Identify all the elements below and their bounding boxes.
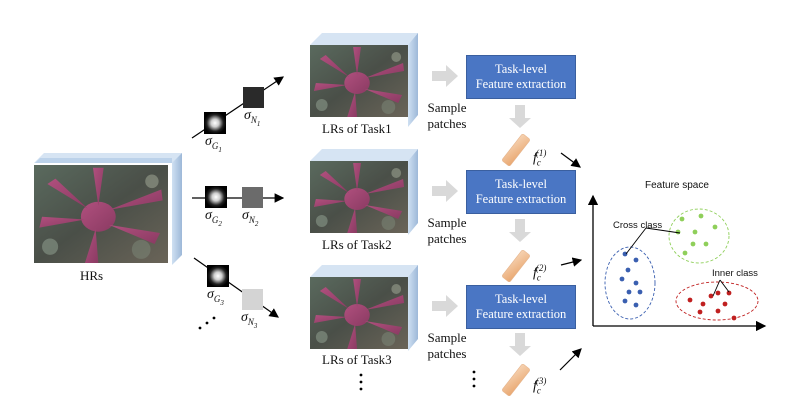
blue-point (633, 257, 639, 263)
green-point (690, 241, 696, 247)
lr-label-3: LRs of Task3 (322, 352, 392, 367)
noise-level-label-1: σN1 (244, 108, 261, 128)
noise-level-icon (242, 187, 263, 208)
task-feature-extractor-3: Task-level Feature extraction (466, 285, 576, 329)
blur-kernel-label-2: σG2 (205, 208, 222, 228)
lr-label-2: LRs of Task2 (322, 237, 392, 252)
red-point (687, 297, 693, 303)
sample-patches-2: Sample patches (427, 215, 467, 246)
inner-class-label: Inner class (712, 268, 758, 279)
red-point (700, 301, 706, 307)
red-point (708, 293, 714, 299)
gaussian-kernel-icon (207, 265, 229, 287)
lr-label-1: LRs of Task1 (322, 121, 392, 136)
green-point (682, 250, 688, 256)
red-point (726, 290, 732, 296)
extract-arrows (509, 105, 531, 356)
lr-image-stack-1 (310, 33, 418, 127)
blue-point (637, 289, 643, 295)
green-point (679, 216, 685, 222)
sample-patches-3: Sample patches (427, 330, 467, 361)
class-leader-lines (625, 227, 730, 297)
lr-image-stack-3 (310, 265, 418, 351)
red-point (697, 309, 703, 315)
gaussian-kernel-icon (205, 186, 227, 208)
hr-label: HRs (80, 268, 104, 283)
feature-symbol-3: fc(3) (533, 376, 547, 396)
blur-kernel-label-1: σG1 (205, 134, 222, 154)
sample-patches-1: Sample patches (427, 100, 467, 131)
red-point (731, 315, 737, 321)
ellipsis-dots (198, 316, 476, 391)
red-point (722, 301, 728, 307)
feature-patches (502, 134, 530, 396)
blue-point (619, 276, 625, 282)
cluster-blue (604, 246, 656, 320)
embed-arrows (559, 152, 583, 371)
noise-level-label-2: σN2 (242, 208, 259, 228)
branch-1 (191, 76, 284, 139)
green-point (675, 229, 681, 235)
task-feature-extractor-1: Task-level Feature extraction (466, 55, 576, 99)
noise-level-label-3: σN3 (241, 310, 258, 330)
blue-point (622, 251, 628, 257)
green-point (698, 213, 704, 219)
hr-image-stack (34, 153, 182, 265)
feature-space-title: Feature space (645, 180, 709, 191)
green-point (703, 241, 709, 247)
noise-level-icon (242, 289, 263, 310)
cross-class-label: Cross class (613, 220, 663, 231)
cluster-red (675, 281, 759, 321)
lr-image-stack-2 (310, 149, 418, 235)
task-feature-extractor-2: Task-level Feature extraction (466, 170, 576, 214)
gaussian-kernel-icon (204, 112, 226, 134)
feature-space-axes (587, 194, 767, 332)
feature-symbol-1: fc(1) (533, 148, 547, 168)
blue-point (626, 289, 632, 295)
noise-level-icon (243, 87, 264, 108)
blue-point (633, 302, 639, 308)
cluster-green (668, 208, 730, 264)
blue-point (633, 280, 639, 286)
blue-point (622, 298, 628, 304)
blue-point (625, 267, 631, 273)
branch-2 (192, 186, 285, 208)
sample-arrows (432, 65, 458, 317)
red-point (715, 290, 721, 296)
green-point (692, 229, 698, 235)
feature-symbol-2: fc(2) (533, 263, 547, 283)
blur-kernel-label-3: σG3 (207, 287, 224, 307)
branch-3 (193, 257, 279, 318)
red-point (715, 308, 721, 314)
green-point (712, 224, 718, 230)
